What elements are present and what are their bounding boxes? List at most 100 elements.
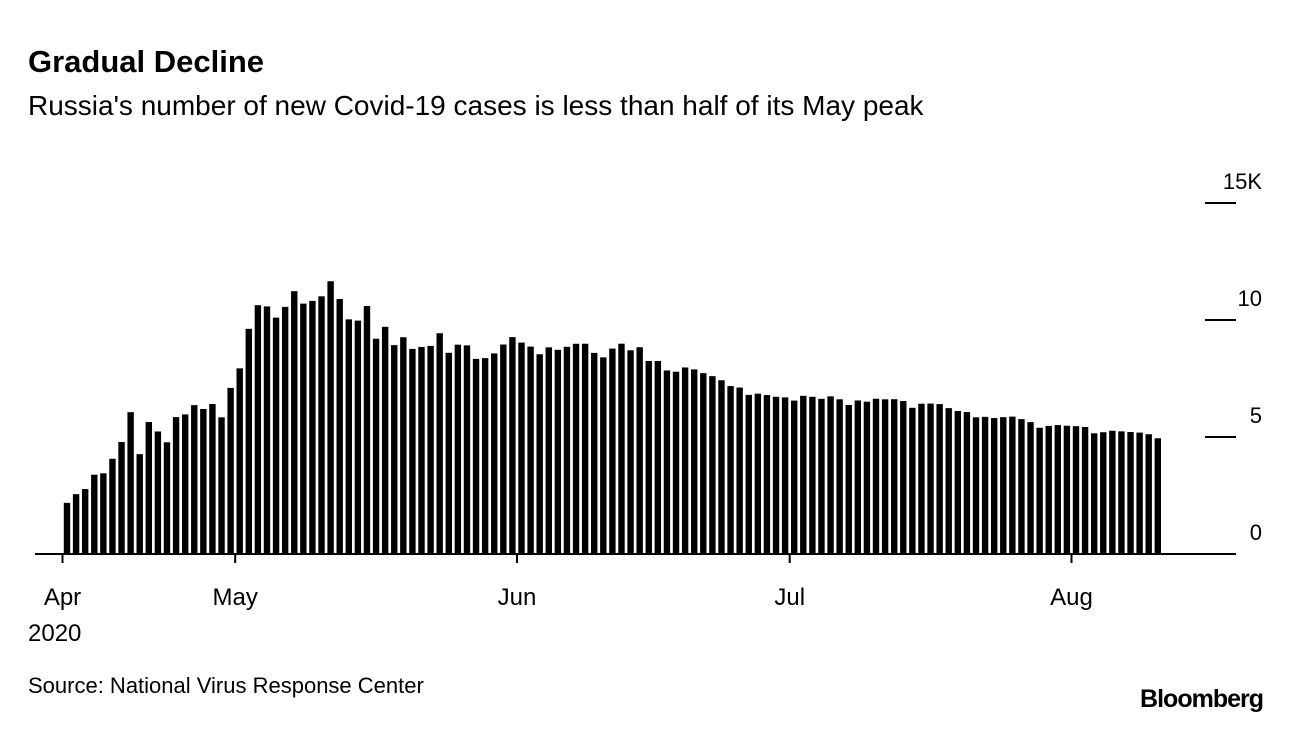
bar bbox=[645, 361, 652, 554]
bar bbox=[854, 400, 862, 554]
bar bbox=[609, 348, 616, 554]
y-tick-label: 0 bbox=[1250, 520, 1262, 545]
bar bbox=[336, 298, 343, 554]
bar bbox=[818, 398, 825, 554]
bar bbox=[709, 376, 716, 554]
bar bbox=[1009, 416, 1016, 554]
bar bbox=[163, 442, 171, 554]
bar bbox=[172, 417, 180, 554]
bar bbox=[591, 352, 598, 554]
bar bbox=[381, 326, 389, 554]
bar bbox=[1027, 422, 1034, 554]
bar bbox=[436, 333, 443, 554]
y-tick-label: 10 bbox=[1238, 286, 1262, 311]
bar bbox=[518, 342, 525, 554]
bar bbox=[418, 346, 425, 554]
bar bbox=[527, 346, 534, 554]
bar bbox=[554, 349, 562, 554]
bar bbox=[1127, 432, 1134, 554]
bar bbox=[945, 408, 952, 554]
bar bbox=[872, 398, 880, 554]
bar bbox=[181, 414, 189, 554]
bar bbox=[481, 358, 489, 554]
bar bbox=[745, 394, 752, 554]
bar bbox=[636, 347, 643, 554]
bar bbox=[454, 344, 462, 554]
bar bbox=[836, 399, 843, 554]
bar bbox=[936, 404, 943, 554]
bar bbox=[318, 296, 325, 554]
y-tick-label: 15K bbox=[1223, 169, 1262, 194]
bar bbox=[136, 454, 143, 554]
x-tick-label: Jul bbox=[774, 584, 805, 611]
bar bbox=[127, 412, 134, 554]
bar bbox=[800, 395, 807, 554]
bar bbox=[427, 345, 434, 554]
bar bbox=[354, 320, 362, 554]
bar bbox=[572, 343, 580, 554]
bar bbox=[954, 411, 962, 554]
bar bbox=[391, 345, 398, 554]
bar bbox=[309, 300, 316, 554]
bar bbox=[736, 387, 743, 554]
y-tick-label: 5 bbox=[1250, 403, 1262, 428]
bar bbox=[1018, 419, 1025, 554]
bar bbox=[1100, 432, 1107, 554]
x-tick-label: Apr bbox=[44, 584, 81, 611]
bar bbox=[63, 502, 71, 554]
bar bbox=[327, 281, 334, 554]
bar bbox=[1145, 434, 1152, 554]
bar bbox=[154, 431, 162, 554]
bar bbox=[236, 368, 243, 554]
bar bbox=[300, 303, 307, 554]
bar bbox=[654, 360, 662, 554]
bar bbox=[1090, 433, 1098, 554]
x-tick-label: May bbox=[213, 584, 258, 611]
bar bbox=[663, 370, 671, 554]
bar bbox=[1072, 426, 1080, 554]
bar bbox=[909, 407, 916, 554]
bar bbox=[291, 291, 298, 554]
bar bbox=[445, 352, 452, 554]
bar bbox=[109, 458, 116, 554]
brand: Bloomberg bbox=[1140, 685, 1263, 713]
bar bbox=[200, 408, 207, 554]
bar bbox=[754, 393, 762, 554]
bar bbox=[245, 328, 252, 554]
bar bbox=[1000, 417, 1007, 554]
bar bbox=[772, 396, 780, 554]
bar bbox=[345, 319, 352, 554]
bar bbox=[472, 358, 480, 554]
bar bbox=[918, 403, 925, 554]
bar bbox=[1136, 432, 1143, 554]
bar bbox=[1045, 425, 1052, 554]
bar bbox=[691, 369, 698, 554]
x-tick-label: Aug bbox=[1050, 584, 1093, 611]
bar bbox=[254, 305, 262, 554]
source: Source: National Virus Response Center bbox=[28, 673, 424, 698]
bar bbox=[1054, 425, 1062, 554]
bar bbox=[900, 401, 907, 554]
bar bbox=[209, 403, 216, 554]
bar bbox=[1109, 430, 1116, 554]
bar bbox=[91, 474, 98, 554]
bar bbox=[100, 473, 107, 554]
bar bbox=[1081, 427, 1089, 554]
bar bbox=[881, 399, 889, 554]
bar bbox=[145, 421, 153, 554]
bar bbox=[1154, 438, 1161, 554]
bar bbox=[827, 396, 834, 554]
bar bbox=[72, 494, 80, 554]
year-label: 2020 bbox=[28, 620, 81, 647]
bar bbox=[227, 387, 234, 554]
bar bbox=[718, 380, 725, 554]
bar bbox=[963, 412, 971, 554]
bar bbox=[272, 317, 280, 554]
bar bbox=[218, 417, 225, 554]
bar bbox=[781, 397, 789, 554]
bar bbox=[990, 418, 998, 554]
bar bbox=[563, 346, 571, 554]
bar bbox=[727, 386, 734, 554]
bar bbox=[600, 357, 607, 554]
